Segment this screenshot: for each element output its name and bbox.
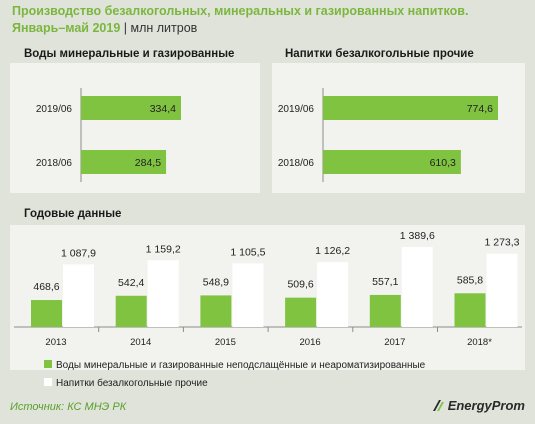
right-value-label: 610,3 xyxy=(430,157,456,169)
title-line1: Производство безалкогольных, минеральных… xyxy=(12,4,469,18)
other-drinks-value-label: 1 126,2 xyxy=(315,245,350,257)
energyprom-logo: EnergyProm xyxy=(431,398,525,413)
mineral-water-value-label: 542,4 xyxy=(118,277,144,289)
right-bar xyxy=(323,96,498,120)
logo-mark-icon xyxy=(432,400,444,411)
annual-panel-title: Годовые данные xyxy=(24,208,122,220)
annual-year-label: 2018* xyxy=(467,337,492,348)
mineral-water-value-label: 468,6 xyxy=(33,281,59,293)
mineral-water-bar xyxy=(31,300,62,327)
mineral-water-value-label: 557,1 xyxy=(372,276,398,288)
other-drinks-bar xyxy=(63,264,94,327)
left-value-label: 334,4 xyxy=(150,103,176,115)
other-drinks-bar xyxy=(401,247,433,327)
other-drinks-bar xyxy=(486,253,518,327)
other-drinks-value-label: 1 159,2 xyxy=(146,243,181,255)
legend-swatch-mineral-water xyxy=(44,360,52,368)
chart-title: Производство безалкогольных, минеральных… xyxy=(12,3,527,37)
left-bar xyxy=(81,96,181,120)
other-drinks-value-label: 1 389,6 xyxy=(400,230,435,242)
left-bar xyxy=(81,150,167,174)
legend-label-mineral-water: Воды минеральные и газированные неподсла… xyxy=(56,360,426,371)
right-value-label: 774,6 xyxy=(467,103,493,115)
legend-swatch-other-drinks xyxy=(44,378,52,386)
mineral-water-bar xyxy=(369,294,401,327)
mineral-water-bar xyxy=(454,293,486,327)
other-drinks-bar xyxy=(232,263,264,327)
mineral-water-value-label: 548,9 xyxy=(203,276,229,288)
right-bar xyxy=(323,150,461,174)
annual-year-label: 2016 xyxy=(300,337,321,348)
left-value-label: 284,5 xyxy=(135,157,161,169)
annual-year-label: 2013 xyxy=(45,337,66,348)
left-category-label: 2019/06 xyxy=(36,104,73,115)
left-category-label: 2018/06 xyxy=(36,158,73,169)
annual-year-label: 2015 xyxy=(215,337,236,348)
mineral-water-bar xyxy=(200,295,232,327)
other-drinks-bar xyxy=(147,260,179,327)
right-category-label: 2018/06 xyxy=(278,158,315,169)
other-drinks-value-label: 1 273,3 xyxy=(484,237,519,249)
mineral-water-value-label: 585,8 xyxy=(457,274,483,286)
logo-text: EnergyProm xyxy=(447,398,525,413)
source-note: Источник: КС МНЭ РК xyxy=(10,401,127,413)
left-panel-title: Воды минеральные и газированные xyxy=(24,48,235,60)
other-drinks-value-label: 1 105,5 xyxy=(230,246,265,258)
title-unit-separator: | xyxy=(123,21,128,35)
mineral-water-bar xyxy=(115,295,147,327)
title-unit: млн литров xyxy=(130,21,198,35)
legend-label-other-drinks: Напитки безалкогольные прочие xyxy=(56,377,208,389)
other-drinks-value-label: 1 087,9 xyxy=(61,247,96,259)
mineral-water-bar xyxy=(285,297,317,327)
annual-panel-bg xyxy=(10,225,525,370)
right-panel-title: Напитки безалкогольные прочие xyxy=(285,48,474,60)
other-drinks-bar xyxy=(317,262,349,327)
right-category-label: 2019/06 xyxy=(278,104,315,115)
title-line2: Январь–май 2019 xyxy=(12,21,121,35)
annual-year-label: 2014 xyxy=(130,337,151,348)
mineral-water-value-label: 509,6 xyxy=(287,279,313,291)
annual-year-label: 2017 xyxy=(384,337,405,348)
